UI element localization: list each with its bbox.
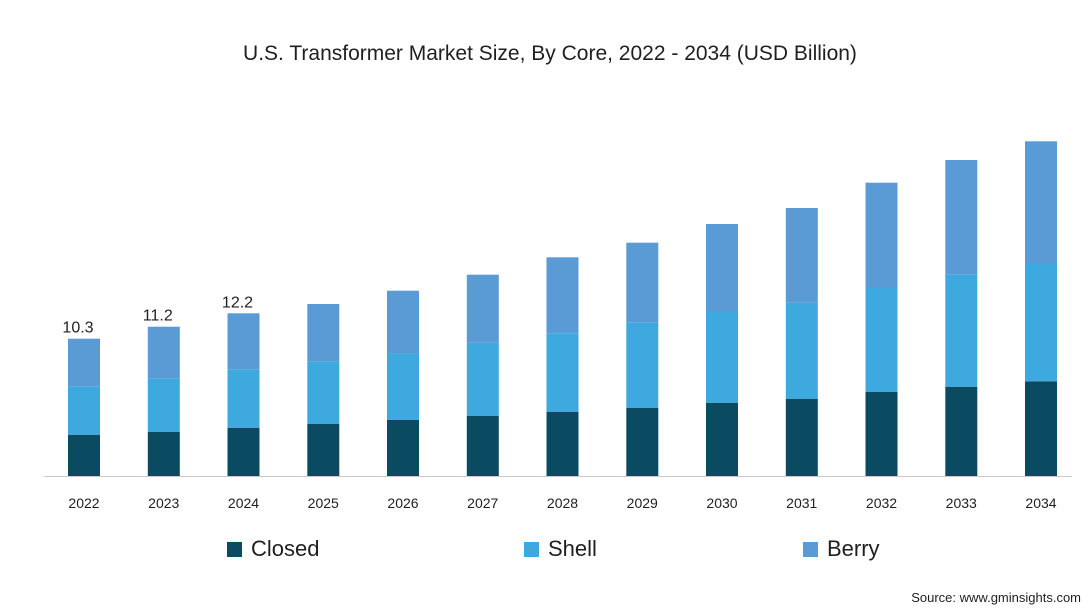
- x-tick-label-2026: 2026: [387, 495, 418, 511]
- data-label-2024: 12.2: [222, 294, 253, 311]
- legend-swatch-shell: [524, 541, 539, 557]
- bar-closed-2022: [68, 434, 100, 476]
- legend-item-shell: Shell: [524, 536, 597, 562]
- bar-closed-2028: [546, 412, 579, 476]
- bar-closed-2029: [626, 408, 659, 476]
- x-tick-label-2024: 2024: [228, 495, 259, 511]
- chart-title: U.S. Transformer Market Size, By Core, 2…: [243, 42, 857, 65]
- bar-shell-2025: [307, 361, 340, 424]
- bar-berry-2026: [387, 290, 419, 354]
- x-tick-label-2029: 2029: [627, 495, 658, 511]
- bar-closed-2031: [785, 398, 818, 476]
- bar-closed-2025: [307, 424, 340, 476]
- bar-shell-2026: [387, 353, 419, 420]
- bar-berry-2027: [466, 274, 499, 343]
- bar-closed-2032: [865, 392, 898, 476]
- x-tick-label-2028: 2028: [547, 495, 578, 511]
- bar-closed-2033: [945, 386, 978, 476]
- bar-berry-2025: [307, 304, 340, 362]
- bar-shell-2028: [546, 333, 579, 412]
- bar-shell-2029: [626, 322, 659, 408]
- bar-shell-2027: [466, 342, 499, 416]
- bar-closed-2023: [147, 432, 180, 476]
- bar-berry-2034: [1025, 141, 1057, 264]
- legend-swatch-berry: [803, 541, 818, 557]
- bar-shell-2032: [865, 288, 898, 392]
- bar-closed-2034: [1025, 381, 1057, 476]
- legend-label-shell: Shell: [548, 536, 597, 561]
- bar-closed-2027: [466, 416, 499, 476]
- legend-swatch-closed: [227, 541, 242, 557]
- bar-closed-2026: [387, 420, 419, 476]
- x-tick-label-2027: 2027: [467, 495, 498, 511]
- legend-item-closed: Closed: [227, 536, 319, 562]
- bar-shell-2031: [785, 302, 818, 399]
- bar-berry-2030: [706, 224, 738, 312]
- bar-berry-2024: [227, 313, 260, 370]
- x-tick-label-2023: 2023: [148, 495, 179, 511]
- x-tick-label-2025: 2025: [308, 495, 339, 511]
- legend-label-closed: Closed: [251, 536, 320, 561]
- bar-berry-2032: [865, 182, 898, 288]
- bar-berry-2031: [785, 208, 818, 303]
- bar-shell-2030: [706, 312, 738, 403]
- chart-legend: Closed Shell Berry: [0, 536, 1090, 568]
- bar-berry-2023: [147, 326, 180, 379]
- bar-shell-2033: [945, 274, 978, 387]
- bar-shell-2023: [147, 378, 180, 432]
- x-tick-label-2030: 2030: [706, 495, 737, 511]
- bar-berry-2029: [626, 242, 659, 323]
- x-tick-label-2022: 2022: [68, 495, 99, 511]
- source-note: Source: www.gminsights.com: [911, 590, 1081, 605]
- x-tick-label-2032: 2032: [866, 495, 897, 511]
- x-tick-label-2031: 2031: [786, 495, 817, 511]
- legend-label-berry: Berry: [827, 536, 880, 561]
- bar-closed-2030: [706, 402, 738, 476]
- legend-item-berry: Berry: [803, 536, 880, 562]
- bar-berry-2033: [945, 160, 978, 275]
- bar-closed-2024: [227, 428, 260, 476]
- bar-shell-2034: [1025, 264, 1057, 382]
- data-label-2023: 11.2: [143, 308, 173, 325]
- x-tick-label-2034: 2034: [1025, 495, 1056, 511]
- bar-berry-2022: [68, 338, 100, 387]
- bar-shell-2022: [68, 386, 100, 435]
- bar-shell-2024: [227, 369, 260, 428]
- bar-berry-2028: [546, 257, 579, 334]
- x-tick-label-2033: 2033: [946, 495, 977, 511]
- data-label-2022: 10.3: [62, 320, 93, 337]
